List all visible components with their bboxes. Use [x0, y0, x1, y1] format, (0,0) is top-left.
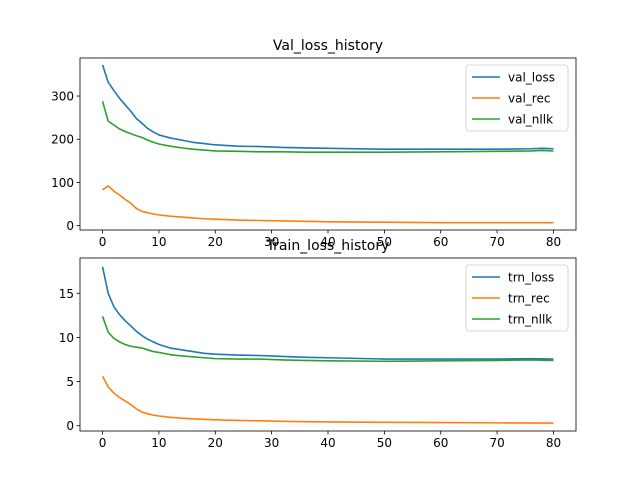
legend-label-trn-loss: trn_loss	[508, 271, 554, 285]
series-line-trn-nllk	[101, 315, 554, 363]
val-loss-panel: Val_loss_history 0 10 20 30 40 50 60 70 80 0 100 200…	[51, 38, 577, 249]
y-tick-label: 300	[51, 90, 74, 104]
x-tick-label: 20	[208, 235, 223, 249]
x-tick-label: 10	[151, 235, 166, 249]
x-tick-label: 80	[546, 436, 561, 450]
legend-label-val-nllk: val_nllk	[508, 113, 553, 127]
y-tick-label: 5	[66, 375, 74, 389]
series-line-val-nllk	[101, 101, 554, 154]
chart-title: Train_loss_history	[266, 238, 390, 254]
x-tick-label: 50	[377, 436, 392, 450]
y-tick-label: 200	[51, 133, 74, 147]
x-tick-label: 70	[489, 436, 504, 450]
x-tick-label: 50	[377, 235, 392, 249]
series-line-trn-loss	[101, 266, 554, 360]
legend-label-val-rec: val_rec	[508, 92, 550, 106]
x-tick-label: 30	[264, 235, 279, 249]
y-tick-label: 15	[59, 287, 74, 301]
series-line-val-rec	[102, 185, 554, 224]
x-tick-label: 0	[99, 235, 107, 249]
x-tick-label: 60	[433, 436, 448, 450]
legend-label-val-loss: val_loss	[508, 71, 555, 85]
y-tick-label: 0	[66, 419, 74, 433]
chart-title: Val_loss_history	[273, 38, 383, 54]
legend-box	[465, 264, 569, 332]
legend-label-trn-nllk: trn_nllk	[508, 313, 552, 327]
legend: trn_loss trn_rec trn_nllk	[465, 264, 569, 332]
train-loss-panel: Train_loss_history 0 10 20 30 40 50 60 70 80 0 5 10 1…	[59, 238, 577, 450]
x-tick-label: 40	[320, 235, 335, 249]
series-line-val-loss	[101, 64, 554, 150]
y-tick-label: 10	[59, 331, 74, 345]
legend: val_loss val_rec val_nllk	[465, 64, 569, 132]
x-tick-label: 10	[151, 436, 166, 450]
x-tick-label: 30	[264, 436, 279, 450]
x-tick-label: 20	[208, 436, 223, 450]
x-tick-label: 60	[433, 235, 448, 249]
x-tick-label: 40	[320, 436, 335, 450]
series-line-trn-rec	[101, 375, 554, 424]
y-tick-label: 0	[66, 219, 74, 233]
x-tick-label: 0	[99, 436, 107, 450]
y-tick-label: 100	[51, 176, 74, 190]
legend-box	[465, 64, 569, 132]
x-tick-label: 80	[546, 235, 561, 249]
x-tick-label: 70	[489, 235, 504, 249]
legend-label-trn-rec: trn_rec	[508, 292, 550, 306]
